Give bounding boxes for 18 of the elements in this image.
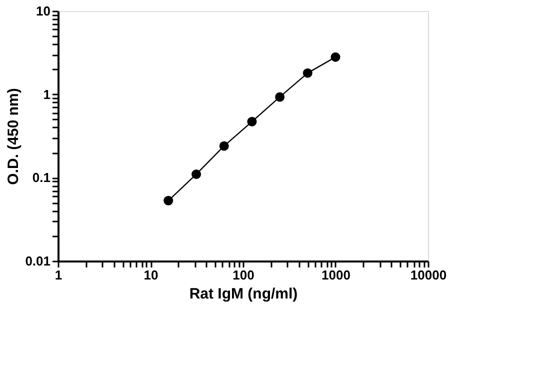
point <box>164 196 174 206</box>
x-axis-title: Rat IgM (ng/ml) <box>189 286 298 302</box>
y-tick-label: 1 <box>43 86 50 102</box>
y-tick-label: 0.01 <box>25 254 50 268</box>
point <box>192 169 202 179</box>
x-tick-label: 1 <box>54 268 62 282</box>
point <box>275 92 285 102</box>
x-tick-label: 1000 <box>322 268 350 282</box>
x-tick-label: 10 <box>144 268 158 282</box>
point <box>330 52 340 62</box>
y-axis-title: O.D. (450 nm) <box>5 88 22 185</box>
y-tick-label: 0.1 <box>32 170 50 186</box>
point <box>302 68 312 78</box>
x-tick-label: 100 <box>232 268 254 282</box>
y-tick-label: 10 <box>36 4 50 18</box>
x-tick-label: 10000 <box>410 268 447 282</box>
point <box>219 141 229 151</box>
point <box>247 116 257 126</box>
